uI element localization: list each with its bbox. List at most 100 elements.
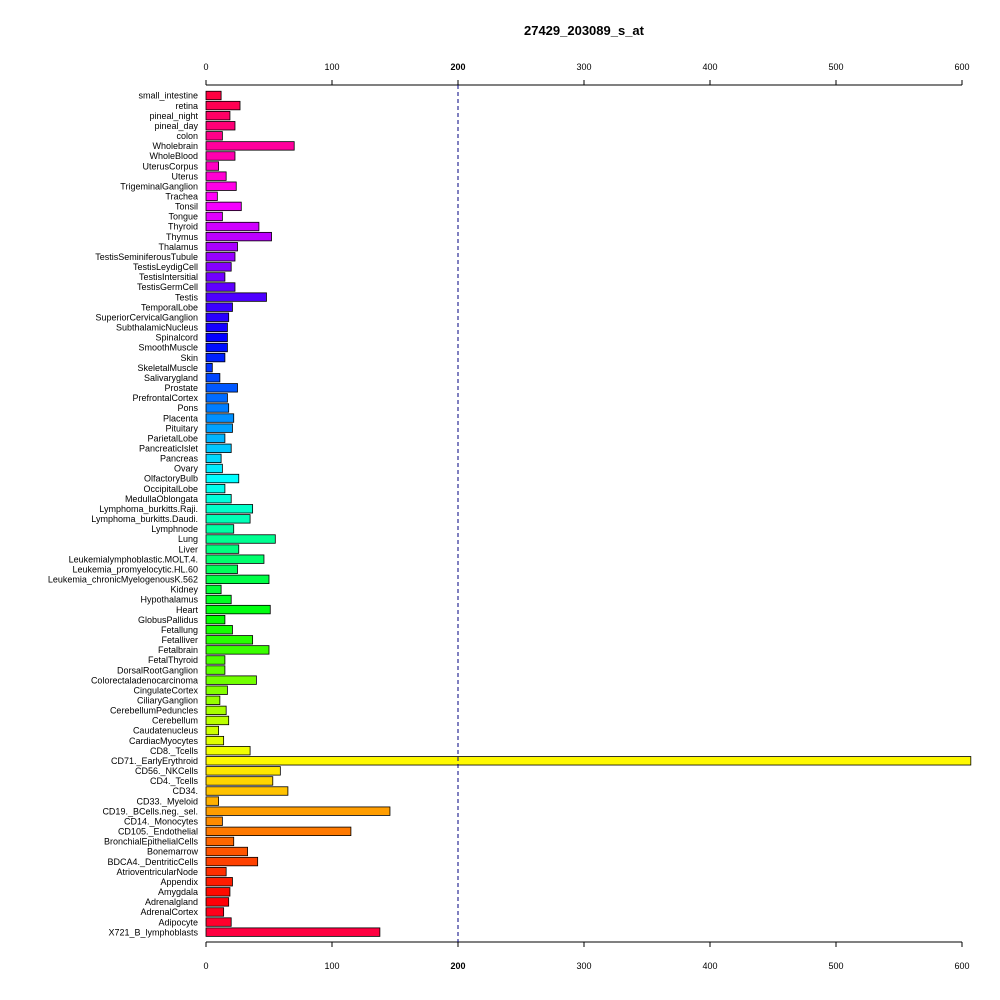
category-label: Salivarygland (144, 373, 198, 383)
category-label: Amygdala (158, 887, 198, 897)
bar-Uterus (205, 171, 227, 181)
bar-CD56._NKCells (205, 766, 281, 776)
category-label: Pituitary (165, 423, 198, 433)
bar-CD8._Tcells (205, 746, 251, 756)
x-tick-label: 300 (576, 961, 591, 971)
bar-Spinalcord (205, 332, 228, 343)
bar-Placenta (205, 413, 235, 423)
bar-Fetalbrain (205, 645, 270, 655)
bar-OlfactoryBulb (205, 473, 240, 484)
category-label: CD56._NKCells (135, 766, 199, 776)
bar-Liver (205, 544, 240, 554)
x-tick-label: 400 (702, 961, 717, 971)
bar-TemporalLobe (205, 302, 233, 312)
bar-CiliaryGanglion (205, 695, 221, 705)
bar-CD105._Endothelial (205, 826, 352, 836)
bar-FetalThyroid (205, 655, 226, 665)
category-label: Prostate (164, 383, 198, 393)
category-label: OlfactoryBulb (144, 474, 198, 484)
category-label: AdrenalCortex (140, 907, 198, 917)
bar-SmoothMuscle (205, 342, 228, 353)
bar-group (205, 90, 972, 937)
bar-Lymphnode (205, 524, 235, 534)
category-label: Colorectaladenocarcinoma (91, 675, 198, 685)
bar-pineal_day (205, 121, 236, 131)
bar-Tonsil (205, 201, 242, 212)
x-tick-label: 300 (576, 62, 591, 72)
category-label: CiliaryGanglion (137, 696, 198, 706)
bar-BronchialEpithelialCells (205, 836, 235, 847)
bar-Hypothalamus (205, 594, 232, 605)
category-label: CD33._Myeloid (136, 796, 198, 806)
category-label: Caudatenucleus (133, 726, 199, 736)
category-label: Hypothalamus (140, 595, 198, 605)
category-label: CD19._BCells.neg._sel. (102, 806, 198, 816)
bar-BDCA4._DentriticCells (205, 856, 259, 867)
bar-Pituitary (205, 423, 233, 433)
bar-Lymphoma_burkitts.Daudi. (205, 514, 251, 524)
bar-Colorectaladenocarcinoma (205, 675, 257, 685)
bar-Heart (205, 604, 271, 615)
bar-TrigeminalGanglion (205, 181, 237, 191)
category-label: OccipitalLobe (143, 484, 198, 494)
bar-Cerebellum (205, 715, 230, 726)
bottom-x-axis: 0 100 200 300 400 500 600 (203, 941, 970, 971)
category-label: CD8._Tcells (150, 746, 199, 756)
category-label: Kidney (170, 585, 198, 595)
bar-small_intestine (205, 90, 222, 101)
category-label: Ovary (174, 464, 199, 474)
x-tick-label: 500 (828, 62, 843, 72)
bar-MedullaOblongata (205, 494, 232, 504)
category-label: PrefrontalCortex (132, 393, 198, 403)
category-label: Lymphoma_burkitts.Raji. (99, 504, 198, 514)
category-label: Pons (177, 403, 198, 413)
bar-ParietalLobe (205, 433, 226, 443)
bar-TestisSeminiferousTubule (205, 252, 236, 262)
bar-colon (205, 131, 223, 141)
category-label: TestisSeminiferousTubule (95, 252, 198, 262)
category-label: pineal_night (149, 111, 198, 121)
bar-DorsalRootGanglion (205, 665, 226, 675)
category-label: small_intestine (138, 91, 198, 101)
bar-SkeletalMuscle (205, 363, 213, 373)
category-label: TestisGermCell (137, 282, 198, 292)
category-label: Spinalcord (155, 333, 198, 343)
x-tick-label: 100 (324, 961, 339, 971)
category-label: Bonemarrow (147, 847, 199, 857)
bar-Kidney (205, 584, 222, 595)
category-label: CD14._Monocytes (124, 816, 199, 826)
category-label: CardiacMyocytes (129, 736, 199, 746)
bar-Wholebrain (205, 141, 295, 151)
bar-Leukemia_promyelocytic.HL.60 (205, 564, 238, 574)
top-x-axis: 0 100 200 300 400 500 600 (203, 62, 970, 86)
x-tick-label: 200 (450, 961, 465, 971)
bar-WholeBlood (205, 151, 236, 161)
category-label: SkeletalMuscle (137, 363, 198, 373)
bar-TestisLeydigCell (205, 262, 232, 272)
category-label: Adipocyte (158, 917, 198, 927)
x-tick-label: 0 (203, 62, 208, 72)
category-label: GlobusPallidus (138, 615, 199, 625)
bar-Fetallung (205, 625, 233, 635)
category-label: CingulateCortex (133, 685, 198, 695)
bar-Adipocyte (205, 917, 232, 927)
bar-CD4._Tcells (205, 776, 274, 786)
bar-Lung (205, 534, 276, 544)
category-label: Testis (175, 292, 199, 302)
category-label: TemporalLobe (141, 302, 198, 312)
bar-CD34. (205, 786, 289, 796)
bar-Tongue (205, 211, 223, 222)
category-label: AtrioventricularNode (116, 867, 198, 877)
bar-Ovary (205, 463, 223, 474)
category-label: TrigeminalGanglion (120, 181, 198, 191)
bar-Appendix (205, 877, 233, 887)
category-label: FetalThyroid (148, 655, 198, 665)
bar-TestisGermCell (205, 282, 236, 292)
bar-Fetalliver (205, 635, 254, 645)
category-label: Thalamus (158, 242, 198, 252)
category-label: pineal_day (154, 121, 198, 131)
category-label: retina (175, 101, 198, 111)
bar-Adrenalgland (205, 897, 230, 907)
bar-CD14._Monocytes (205, 816, 223, 826)
category-label: BronchialEpithelialCells (104, 837, 199, 847)
